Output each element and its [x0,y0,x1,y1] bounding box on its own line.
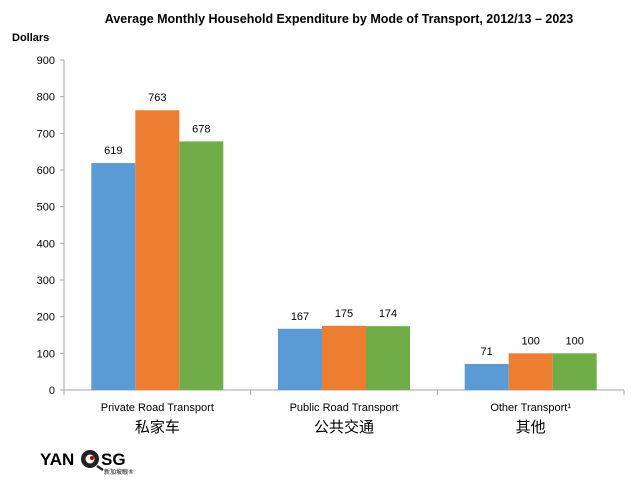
plot-area: 0 100 200 300 400 500 600 700 800 900 619 763 678 Pri… [37,55,625,436]
data-label: 100 [521,335,539,347]
yansg-logo: YAN SG 新加坡眼® [40,450,134,476]
x-category-label-zh: 公共交通 [314,418,374,436]
logo-text-right: SG [101,450,126,469]
bar [91,163,136,390]
y-tick-label: 0 [49,385,55,397]
x-category-label: Private Road Transport [101,402,214,414]
bar [508,353,553,390]
x-category-label-zh: 私家车 [135,418,180,436]
data-label: 175 [335,308,353,320]
y-tick-label: 200 [37,312,55,324]
bar [552,353,597,390]
y-tick-label: 500 [37,202,55,214]
y-tick-label: 300 [37,275,55,287]
y-tick-label: 600 [37,165,55,177]
y-tick-label: 100 [37,348,55,360]
logo-text-left: YAN [40,450,74,469]
data-label: 763 [148,92,166,104]
y-axis-label: Dollars [12,32,49,44]
bar [322,325,366,390]
logo-subtext: 新加坡眼® [104,468,134,476]
data-label: 71 [481,346,493,358]
x-category-label-zh: 其他 [516,418,546,436]
data-label: 678 [192,123,210,135]
bar [464,363,509,390]
x-category-label: Public Road Transport [290,402,399,414]
data-label: 167 [291,311,309,323]
chart-title: Average Monthly Household Expenditure by… [105,12,573,26]
y-tick-label: 900 [37,55,55,67]
bar [278,328,322,390]
eye-icon [81,450,104,472]
data-label: 619 [104,145,122,157]
bar [135,110,180,390]
y-tick-label: 700 [37,128,55,140]
y-tick-label: 400 [37,238,55,250]
y-tick-label: 800 [37,92,55,104]
bar [179,141,224,390]
data-label: 100 [565,335,583,347]
x-category-label: Other Transport¹ [490,402,571,414]
data-label: 174 [379,308,397,320]
bar [366,326,410,390]
